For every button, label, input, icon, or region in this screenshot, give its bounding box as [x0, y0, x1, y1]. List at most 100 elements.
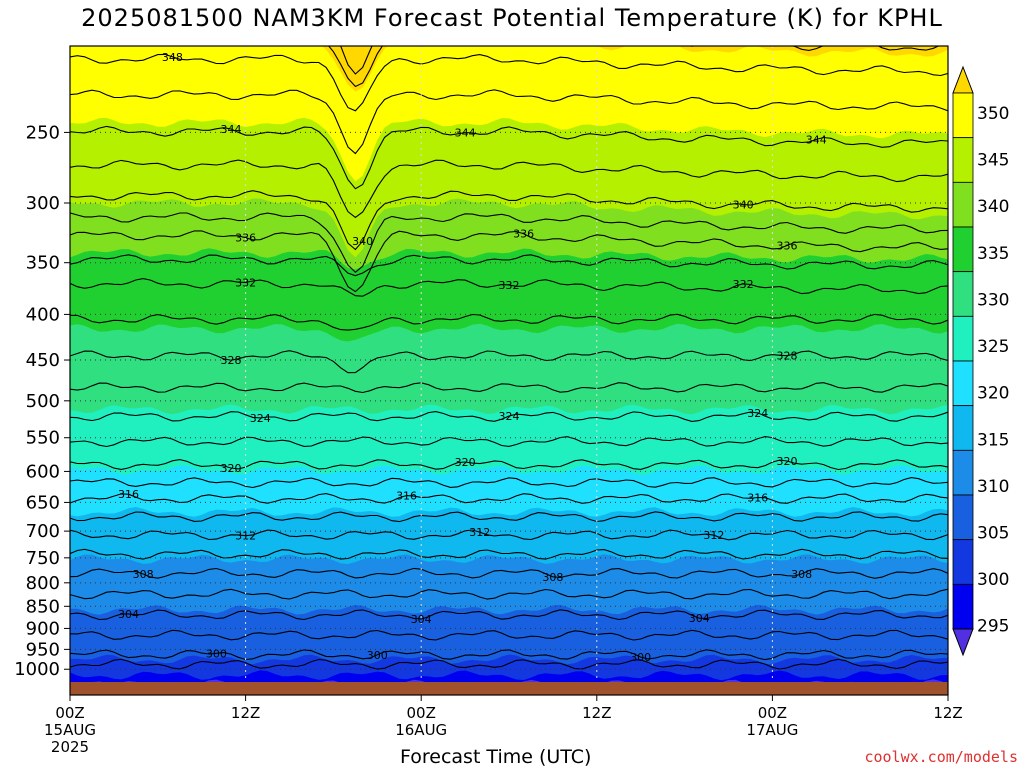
contour-label: 312 — [703, 529, 724, 542]
contour-label: 300 — [630, 651, 651, 664]
contour-312 — [70, 529, 948, 541]
colorbar-label: 305 — [977, 524, 1009, 544]
contour-298 — [70, 658, 948, 670]
contour-label: 300 — [367, 649, 388, 662]
colorbar-label: 325 — [977, 337, 1009, 357]
colorbar-segment — [952, 315, 974, 362]
contour-316 — [70, 493, 948, 504]
contour-label: 332 — [733, 278, 754, 291]
plot-frame — [69, 45, 949, 696]
y-tick-label: 700 — [26, 521, 60, 542]
colorbar-segment — [952, 137, 974, 183]
contour-label: 304 — [118, 608, 139, 621]
contour-label: 336 — [777, 240, 798, 253]
colorbar-segment — [952, 92, 974, 139]
contour-label: 344 — [455, 126, 476, 139]
contour-330 — [70, 313, 948, 331]
colorbar-segment — [952, 539, 974, 585]
x-tick-label: 12Z — [582, 704, 611, 722]
contour-308 — [70, 567, 948, 579]
contour-338 — [70, 212, 948, 274]
colorbar: 350 345 340 335 330 325 320 315 310 305 300 295 — [952, 65, 1009, 657]
contour-label: 316 — [747, 491, 768, 504]
contour-320 — [70, 459, 948, 471]
x-tick-label: 12Z — [933, 704, 962, 722]
contour-label: 304 — [689, 612, 710, 625]
colorbar-label: 345 — [977, 151, 1009, 171]
contour-label: 332 — [235, 276, 256, 289]
contour-344 — [70, 125, 948, 190]
contour-label: 300 — [206, 647, 227, 660]
contour-label: 328 — [220, 354, 241, 367]
x-axis-label: Forecast Time (UTC) — [400, 746, 592, 768]
colorbar-label: 315 — [977, 430, 1009, 450]
x-date-label: 17AUG — [746, 721, 798, 739]
y-tick-label: 650 — [26, 492, 60, 513]
contour-label: 324 — [250, 412, 271, 425]
colorbar-segment — [952, 449, 974, 496]
y-tick-label: 400 — [26, 304, 60, 325]
x-date-label: 16AUG — [395, 721, 447, 739]
y-axis: 2503003504004505005506006507007508008509… — [14, 122, 70, 680]
contour-346 — [70, 89, 948, 155]
colorbar-arrow-bottom — [952, 628, 974, 657]
colorbar-label: 350 — [977, 104, 1009, 124]
contour-324 — [70, 411, 948, 422]
contour-label: 320 — [220, 462, 241, 475]
x-year-label: 2025 — [51, 738, 89, 756]
contour-314 — [70, 511, 948, 523]
contour-label: 348 — [162, 51, 183, 64]
colorbar-segment — [952, 360, 974, 407]
colorbar-label: 300 — [977, 570, 1009, 590]
contour-310 — [70, 548, 948, 560]
contour-labels: 348 344 344 344 340 340 336 336 336 332 332 332 328 3… — [118, 51, 827, 664]
contour-334 — [70, 254, 948, 277]
contour-label: 316 — [118, 488, 139, 501]
y-tick-label: 850 — [26, 596, 60, 617]
colorbar-label: 340 — [977, 197, 1009, 217]
contour-label: 308 — [133, 568, 154, 581]
contour-label: 340 — [352, 235, 373, 248]
colorbar-segment — [952, 583, 974, 630]
x-date-label: 15AUG — [44, 721, 96, 739]
y-tick-label: 500 — [26, 391, 60, 412]
contour-label: 324 — [747, 407, 768, 420]
contour-318 — [70, 477, 948, 489]
colorbar-label: 335 — [977, 244, 1009, 264]
y-tick-label: 350 — [26, 253, 60, 274]
credit-link[interactable]: coolwx.com/models — [864, 748, 1018, 766]
y-tick-label: 900 — [26, 618, 60, 639]
contour-label: 336 — [513, 228, 534, 241]
contour-300 — [70, 649, 948, 661]
colorbar-label: 320 — [977, 384, 1009, 404]
contour-304 — [70, 609, 948, 621]
y-tick-label: 950 — [26, 639, 60, 660]
x-tick-label: 00Z — [758, 704, 787, 722]
contour-326 — [70, 382, 948, 394]
contour-label: 340 — [733, 199, 754, 212]
contour-336 — [70, 230, 948, 293]
grid-lines — [70, 46, 948, 682]
band-295 — [70, 670, 948, 682]
contour-label: 344 — [806, 133, 827, 146]
y-tick-label: 250 — [26, 122, 60, 143]
contour-342 — [70, 159, 948, 219]
contour-label: 304 — [411, 613, 432, 626]
y-tick-label: 550 — [26, 428, 60, 449]
colorbar-label: 310 — [977, 477, 1009, 497]
contour-332 — [70, 278, 948, 297]
contour-306 — [70, 588, 948, 600]
contour-label: 308 — [542, 571, 563, 584]
contour-label: 336 — [235, 232, 256, 245]
contour-340 — [70, 190, 948, 251]
colorbar-segment — [952, 181, 974, 228]
x-tick-label: 00Z — [55, 704, 84, 722]
contour-label: 324 — [499, 410, 520, 423]
colorbar-label: 330 — [977, 290, 1009, 310]
colorbar-segment — [952, 271, 974, 317]
contour-label: 328 — [777, 350, 798, 363]
contour-328 — [70, 350, 948, 374]
contour-348 — [70, 53, 948, 112]
